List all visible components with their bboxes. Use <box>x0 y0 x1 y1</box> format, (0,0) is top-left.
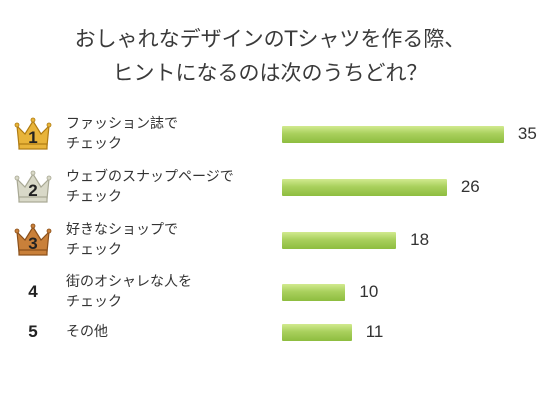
rank-badge-5: 5 <box>14 313 52 351</box>
chart-title-line-1: おしゃれなデザインのTシャツを作る際、 <box>74 27 466 51</box>
rank-badge-2: 2 <box>14 168 52 206</box>
bar <box>282 179 447 196</box>
bar <box>282 126 504 143</box>
category-label-line: チェック <box>66 294 122 310</box>
category-label-line: チェック <box>66 189 122 205</box>
category-label: ウェブのスナップページで チェック <box>66 167 266 207</box>
rank-badge-4: 4 <box>14 273 52 311</box>
rank-number: 4 <box>28 282 38 301</box>
category-label: ファッション誌で チェック <box>66 114 266 154</box>
category-label: その他 <box>66 322 266 342</box>
category-label-line: ウェブのスナップページで <box>66 169 234 185</box>
rank-number: 5 <box>28 322 38 341</box>
bar-value-label: 11 <box>365 322 384 341</box>
category-label-line: チェック <box>66 242 122 258</box>
category-label-line: その他 <box>66 324 108 340</box>
category-label-line: ファッション誌で <box>66 116 178 132</box>
bar-value-label: 18 <box>410 230 430 249</box>
bar-value-label: 10 <box>359 282 379 301</box>
bar-value-label: 26 <box>460 177 480 196</box>
category-label-line: 好きなショップで <box>66 222 178 238</box>
category-label-line: チェック <box>66 136 122 152</box>
chart-title-line-2: ヒントになるのは次のうちどれ？ <box>112 61 428 85</box>
rank-badge-3: 3 <box>14 221 52 259</box>
rank-number: 3 <box>28 234 38 253</box>
bar <box>282 232 397 249</box>
rank-number: 1 <box>28 128 38 147</box>
bar <box>282 284 346 301</box>
category-label-line: 街のオシャレな人を <box>66 274 192 290</box>
bar-value-label: 35 <box>517 124 537 143</box>
bar <box>282 324 352 341</box>
category-label: 好きなショップで チェック <box>66 220 266 260</box>
category-label: 街のオシャレな人を チェック <box>66 272 266 312</box>
rank-number: 2 <box>28 181 38 200</box>
chart-title: おしゃれなデザインのTシャツを作る際、 ヒントになるのは次のうちどれ？ <box>0 22 540 90</box>
rank-badge-1: 1 <box>14 115 52 153</box>
